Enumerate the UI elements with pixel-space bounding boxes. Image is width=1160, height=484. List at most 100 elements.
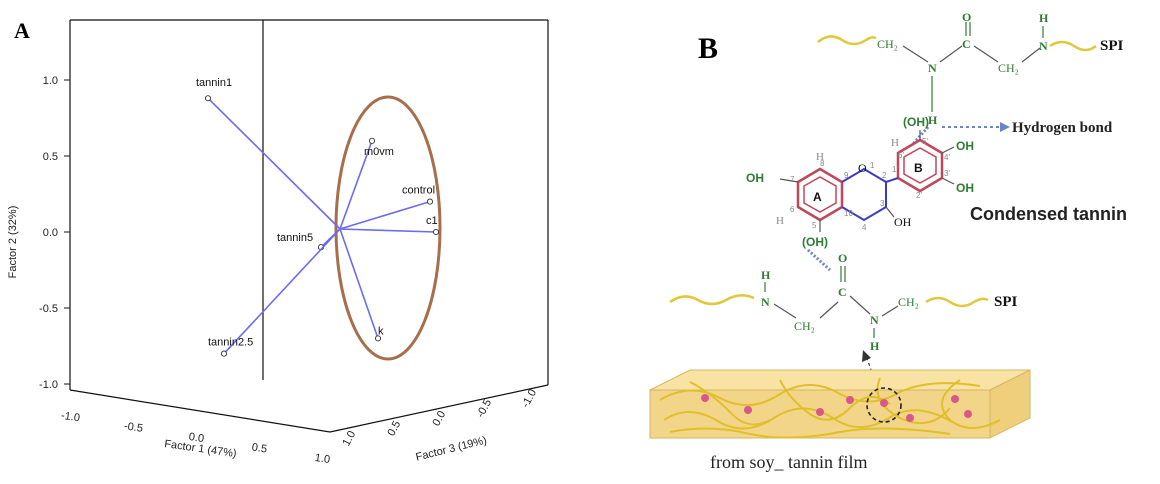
loading-vectors: tannin1 m0vm control c1 tannin5 tannin2.5 k: [196, 77, 440, 357]
bottom-o: O: [838, 251, 847, 265]
y-axis-title: Factor 2 (32%): [7, 206, 19, 279]
h-c8: H: [816, 151, 824, 163]
num-3: 3: [880, 199, 885, 208]
x-tick-label: 0.0: [188, 431, 205, 445]
num-6: 6: [790, 205, 795, 214]
pyran-oxygen: O: [858, 161, 867, 175]
loading-vector: [339, 200, 431, 230]
oh-c4prime: OH: [956, 139, 974, 153]
h-c6prime: H: [891, 137, 899, 149]
num-1prime: 1': [892, 165, 898, 174]
bottom-bond-n-ch2: [773, 303, 797, 319]
bond-oh-c7: [779, 178, 799, 183]
bottom-n-right: N: [870, 313, 879, 327]
loading-vector: [207, 97, 341, 230]
ring-b-inner: [903, 147, 937, 184]
bottom-ch2-right: CH₂: [898, 295, 919, 309]
tannin-dot: [816, 408, 824, 416]
zoom-circle: [866, 387, 902, 423]
tannin-dot: [951, 395, 959, 403]
box-front-bottom-edge: [69, 389, 331, 433]
z-tick-label: 1.0: [340, 429, 358, 448]
top-bond-c-ch2: [973, 45, 999, 63]
top-h-donor: H: [928, 113, 938, 127]
box-right-bottom-edge: [329, 384, 549, 433]
pyran-ring: [841, 167, 887, 222]
num-3prime: 3': [944, 169, 950, 178]
y-tick-label: -0.5: [39, 303, 58, 315]
num-2prime: 2': [916, 191, 922, 200]
x-tick-label: -1.0: [60, 410, 80, 425]
top-c: C: [962, 37, 971, 51]
bottom-n-left: N: [761, 295, 770, 309]
num-1: 1: [870, 161, 875, 170]
h-c6: H: [776, 215, 784, 227]
z-tick-label: 0.0: [430, 409, 448, 428]
top-chain-left-segment: [817, 35, 877, 46]
ring-a-label: A: [813, 190, 822, 204]
bottom-chain-left-segment: [669, 294, 755, 306]
top-bond-n-c: [939, 45, 963, 63]
top-chain-right-segment: [1049, 40, 1097, 52]
bottom-ch2-left: CH₂: [794, 319, 815, 333]
loading-vector: [223, 228, 341, 355]
oh-c3: OH: [894, 215, 912, 229]
bottom-h-left: H: [761, 268, 771, 282]
loading-point: [432, 228, 440, 236]
top-bond-ch2-n: [902, 45, 929, 63]
tannin-dot: [744, 406, 752, 414]
tannin-dot: [880, 399, 888, 407]
bond-oh-c4prime: [941, 146, 955, 154]
loading-vector: [339, 228, 379, 339]
num-2: 2: [882, 171, 887, 180]
loading-point-label: tannin5: [277, 232, 313, 244]
num-9: 9: [844, 171, 849, 180]
film-caption: from soy_ tannin film: [710, 452, 867, 472]
loading-plot-svg: A 1.0 0.5 0.0 -0.5 -1.0 -1.0 -0.5 0.0 0.5 1.0 1.…: [7, 18, 549, 466]
oh-c7: OH: [746, 171, 764, 185]
ring-b-label: B: [914, 161, 923, 175]
oh-c5-paren: (OH): [802, 235, 828, 249]
top-o: O: [962, 10, 971, 24]
y-tick-label: 1.0: [43, 75, 58, 87]
cluster-ellipse: [334, 95, 442, 361]
film-tannin-molecules: [701, 394, 972, 422]
tannin-dot: [906, 414, 914, 422]
x-tick-label: 0.5: [251, 442, 268, 456]
top-spi-chain: CH₂ N C O CH₂ N H SPI H: [817, 10, 1124, 127]
tannin-dot: [846, 396, 854, 404]
loading-point: [426, 198, 434, 205]
loading-point-label: tannin1: [196, 77, 232, 89]
loading-point: [204, 95, 212, 102]
panel-a-letter: A: [14, 18, 30, 43]
bottom-h-right: H: [870, 339, 880, 353]
z-axis-ticks: 1.00.50.0 -0.5 -1.0: [340, 387, 539, 448]
num-4prime: 4': [944, 153, 950, 162]
bottom-bond-c-n: [849, 295, 871, 315]
y-tick-label: -1.0: [39, 379, 58, 391]
top-n-left: N: [928, 61, 937, 75]
loading-vector: [339, 228, 437, 233]
x-tick-label: 1.0: [314, 452, 331, 466]
loading-point-label: k: [378, 325, 384, 337]
top-ch2-left: CH₂: [877, 37, 898, 51]
bond-oh-c3: [885, 206, 895, 218]
loading-point: [220, 350, 228, 357]
num-8: 8: [820, 159, 825, 168]
x-axis-ticks: -1.0 -0.5 0.0 0.5 1.0: [60, 410, 331, 466]
plot-box: [69, 19, 549, 433]
z-axis-title: Factor 3 (19%): [415, 434, 488, 463]
soy-tannin-film: [649, 369, 1031, 439]
hydrogen-bond-arrowhead: [1000, 122, 1010, 132]
bond-oh-c3prime: [941, 177, 955, 185]
top-ch2-right: CH₂: [998, 61, 1019, 75]
loading-point: [368, 137, 376, 144]
loading-point-label: c1: [426, 215, 438, 227]
top-spi-label: SPI: [1100, 38, 1124, 54]
loading-point-label: control: [402, 185, 435, 197]
film-zoom-arrowhead: [862, 350, 871, 362]
oh-c3prime: OH: [956, 181, 974, 195]
loading-point-label: tannin2.5: [208, 337, 253, 349]
loading-point-label: m0vm: [364, 146, 394, 158]
panel-a-loading-plot: A 1.0 0.5 0.0 -0.5 -1.0 -1.0 -0.5 0.0 0.5 1.0 1.…: [0, 0, 580, 479]
